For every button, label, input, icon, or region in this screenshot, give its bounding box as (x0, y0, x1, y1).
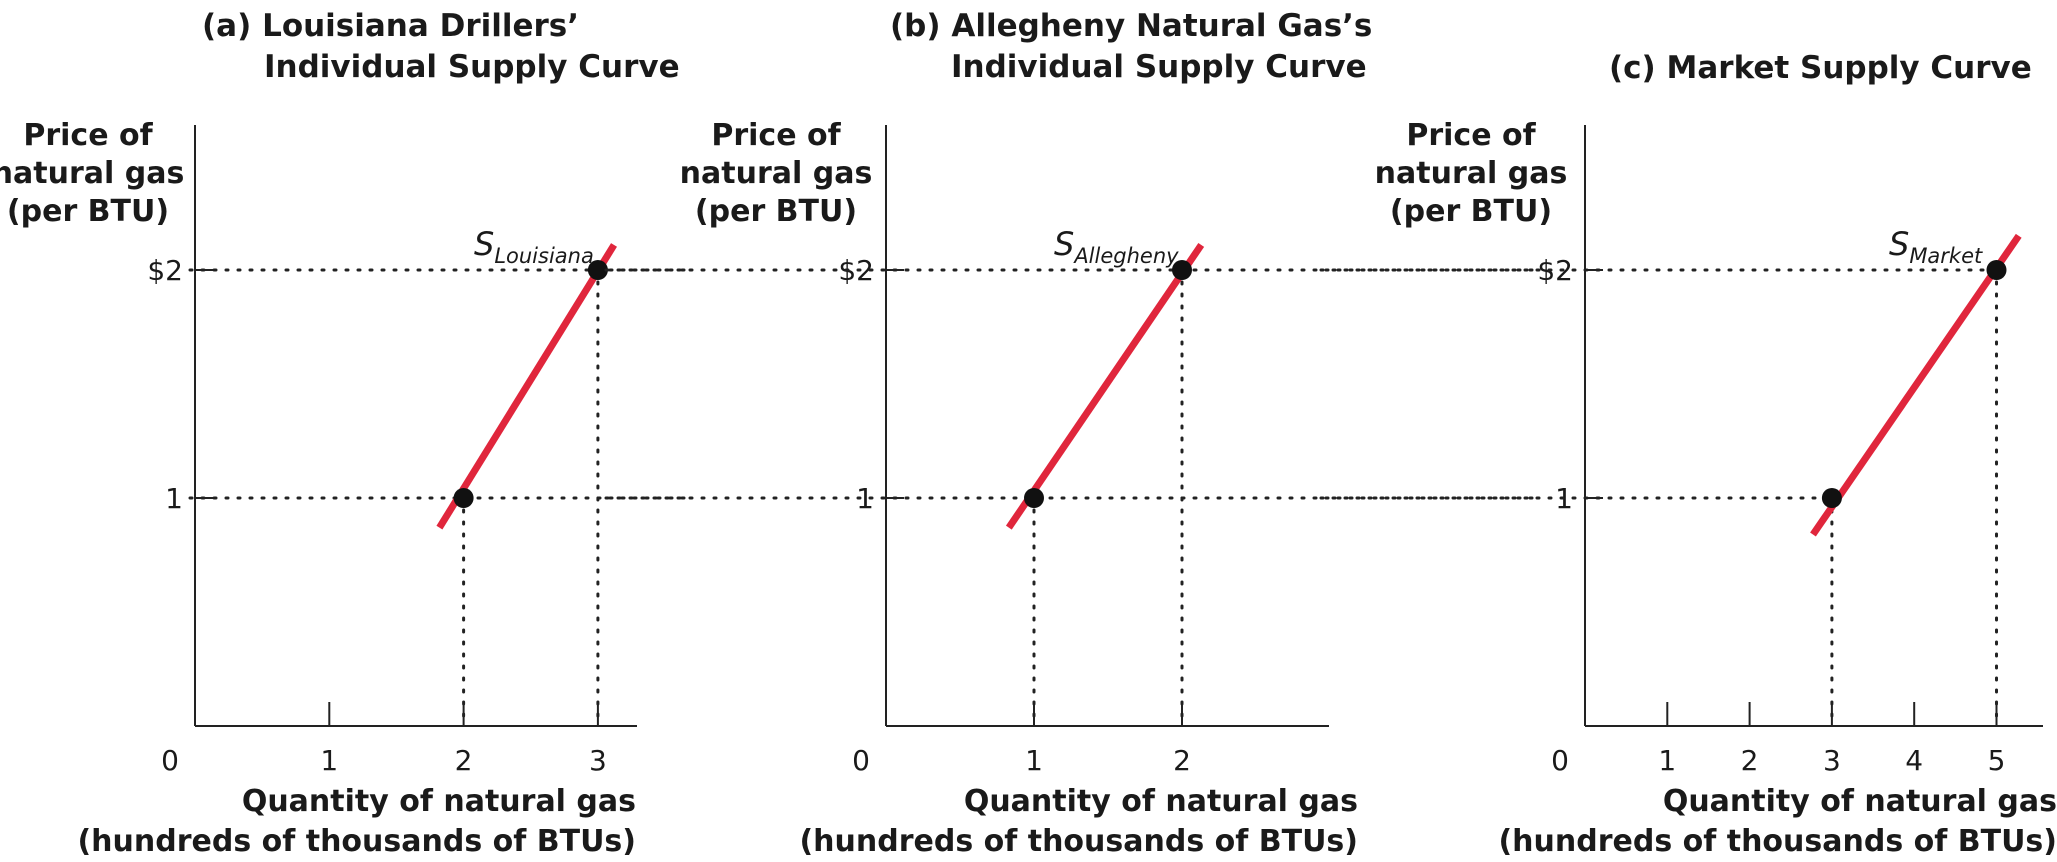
chart-b-title-line1: Allegheny Natural Gas’s (951, 8, 1373, 44)
chart-a-xtick-label-3: 3 (589, 744, 607, 777)
panel-b: 0 1 2 1 $2 (b) Allegheny Natural Gas’s Indiv… (604, 0, 1538, 862)
chart-c-xtick-label-2: 2 (1741, 744, 1759, 777)
chart-a-xlabel-line2: (hundreds of thousands of BTUs) (77, 824, 636, 859)
chart-a-svg: 0 1 2 3 1 $2 (147, 125, 692, 777)
chart-b-ylabel-line2: natural gas (679, 156, 873, 191)
chart-a-supply-curve (436, 243, 617, 530)
chart-a-xlabel-line1: Quantity of natural gas (241, 784, 636, 819)
chart-c-ytick-label-2: $2 (1537, 254, 1573, 287)
chart-b-supply-curve (1005, 242, 1205, 530)
chart-c-title-line1: Market Supply Curve (1666, 50, 2032, 86)
chart-b-xlabel-line1: Quantity of natural gas (963, 784, 1358, 819)
chart-b-ytick-label-2: $2 (838, 254, 874, 287)
chart-c-curve-symbol: S (1889, 225, 1910, 263)
chart-b-svg: 0 1 2 1 $2 (604, 125, 1538, 777)
chart-a-xlabel: Quantity of natural gas (hundreds of tho… (77, 782, 636, 862)
chart-b-title-line2: Individual Supply Curve (951, 49, 1367, 85)
chart-c-curve-label: SMarket (1889, 225, 1982, 268)
chart-a-ylabel-line1: Price of (23, 118, 153, 153)
chart-c-origin-label: 0 (1551, 744, 1569, 777)
chart-b-ytick-label-1: 1 (856, 482, 874, 515)
chart-c-ylabel-line3: (per BTU) (1389, 194, 1553, 229)
chart-a-ylabel-line3: (per BTU) (6, 194, 170, 229)
chart-b-origin-label: 0 (852, 744, 870, 777)
chart-a-title: (a) Louisiana Drillers’ Individual Suppl… (202, 6, 680, 88)
chart-c-point-0 (1821, 488, 1842, 508)
chart-b-curve-subscript: Allegheny (1074, 244, 1179, 268)
chart-a-xtick-label-2: 2 (455, 744, 473, 777)
chart-a-ylabel: Price of natural gas (per BTU) (0, 117, 188, 231)
chart-a-title-line1: Louisiana Drillers’ (262, 8, 580, 44)
chart-c-xtick-label-1: 1 (1658, 744, 1676, 777)
chart-a-curve-symbol: S (474, 225, 495, 263)
chart-a-ytick-label-2: $2 (147, 254, 183, 287)
chart-b-ylabel-line1: Price of (711, 118, 841, 153)
chart-b-xtick-label-2: 2 (1173, 744, 1191, 777)
chart-b-point-0 (1024, 488, 1044, 508)
chart-a-title-line2: Individual Supply Curve (264, 49, 680, 85)
panel-c: 0 1 2 3 4 5 1 $2 (c) Market Supply Curve Price … (1319, 0, 2057, 862)
chart-b-xtick-label-1: 1 (1025, 744, 1043, 777)
chart-b-ylabel: Price of natural gas (per BTU) (676, 117, 876, 231)
chart-b-ylabel-line3: (per BTU) (694, 194, 858, 229)
chart-c-svg: 0 1 2 3 4 51$2 (1319, 125, 2043, 777)
chart-c-point-1 (1986, 260, 2007, 280)
chart-c-xlabel-line2: (hundreds of thousands of BTUs) (1498, 824, 2057, 859)
chart-b-title: (b) Allegheny Natural Gas’s Individual S… (890, 6, 1372, 88)
chart-b-xlabel: Quantity of natural gas (hundreds of tho… (799, 782, 1358, 862)
chart-c-title: (c) Market Supply Curve (1609, 48, 2032, 89)
chart-c-xtick-label-5: 5 (1988, 744, 2006, 777)
chart-c-ylabel: Price of natural gas (per BTU) (1371, 117, 1571, 231)
chart-c-title-prefix: (c) (1609, 50, 1656, 86)
chart-a-xtick-label-1: 1 (320, 744, 338, 777)
chart-c-xlabel: Quantity of natural gas (hundreds of tho… (1498, 782, 2057, 862)
chart-a-point-0 (453, 488, 474, 508)
chart-c-xlabel-line1: Quantity of natural gas (1662, 784, 2057, 819)
chart-c-supply-curve (1810, 233, 2022, 537)
chart-a-curve-subscript: Louisiana (494, 244, 594, 268)
chart-c-xtick-label-3: 3 (1823, 744, 1841, 777)
panel-a: 0 1 2 3 1 $2 (a) Louisiana Drillers’ Individu… (0, 0, 692, 862)
chart-a-point-1 (587, 260, 608, 280)
chart-a-ytick-label-1: 1 (165, 482, 183, 515)
chart-b-title-prefix: (b) (890, 8, 941, 44)
chart-b-curve-label: SAllegheny (1054, 225, 1179, 268)
chart-a-origin-label: 0 (161, 744, 179, 777)
chart-b-point-1 (1172, 260, 1192, 280)
chart-a-curve-label: SLouisiana (474, 225, 594, 268)
chart-c-curve-subscript: Market (1909, 244, 1983, 268)
chart-a-title-prefix: (a) (202, 8, 252, 44)
chart-c-xtick-label-4: 4 (1905, 744, 1923, 777)
chart-c-ylabel-line1: Price of (1406, 118, 1536, 153)
chart-b-xlabel-line2: (hundreds of thousands of BTUs) (799, 824, 1358, 859)
chart-c-ylabel-line2: natural gas (1374, 156, 1568, 191)
chart-b-curve-symbol: S (1054, 225, 1075, 263)
chart-a-ylabel-line2: natural gas (0, 156, 185, 191)
